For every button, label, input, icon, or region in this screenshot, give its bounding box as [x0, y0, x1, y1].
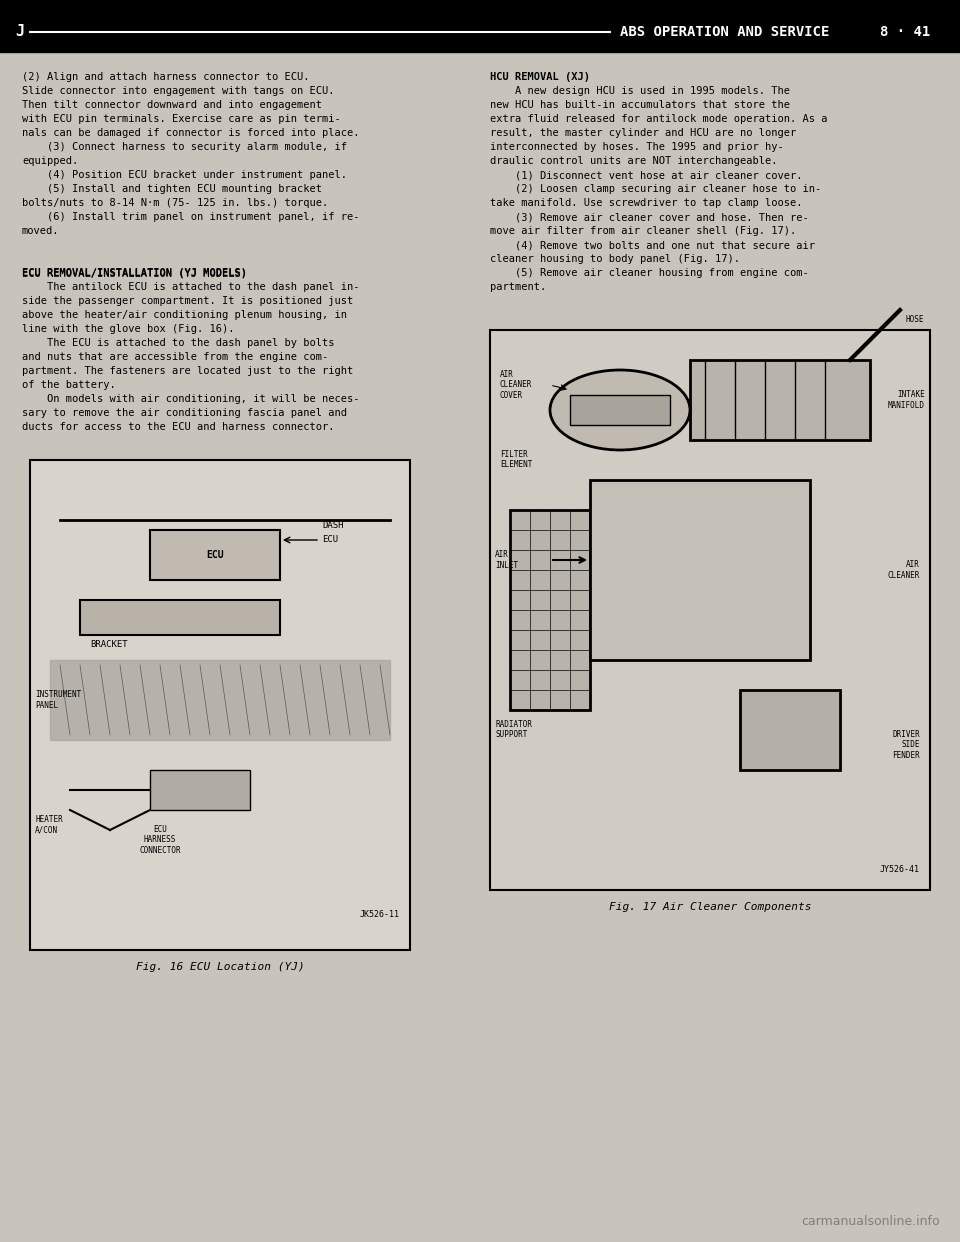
- Text: (5) Install and tighten ECU mounting bracket: (5) Install and tighten ECU mounting bra…: [22, 184, 322, 194]
- Text: FILTER
ELEMENT: FILTER ELEMENT: [500, 450, 533, 469]
- Text: AIR
INLET: AIR INLET: [495, 550, 518, 570]
- Text: AIR
CLEANER
COVER: AIR CLEANER COVER: [500, 370, 533, 400]
- Text: Slide connector into engagement with tangs on ECU.: Slide connector into engagement with tan…: [22, 86, 334, 96]
- Text: DASH: DASH: [322, 520, 344, 529]
- Text: side the passenger compartment. It is positioned just: side the passenger compartment. It is po…: [22, 296, 353, 306]
- Text: nals can be damaged if connector is forced into place.: nals can be damaged if connector is forc…: [22, 128, 359, 138]
- Text: JY526-41: JY526-41: [880, 864, 920, 874]
- Text: HCU REMOVAL (XJ): HCU REMOVAL (XJ): [490, 72, 590, 82]
- Text: ECU: ECU: [322, 535, 338, 544]
- Text: above the heater/air conditioning plenum housing, in: above the heater/air conditioning plenum…: [22, 310, 347, 320]
- Text: (1) Disconnect vent hose at air cleaner cover.: (1) Disconnect vent hose at air cleaner …: [490, 170, 803, 180]
- Text: line with the glove box (Fig. 16).: line with the glove box (Fig. 16).: [22, 324, 234, 334]
- Text: with ECU pin terminals. Exercise care as pin termi-: with ECU pin terminals. Exercise care as…: [22, 114, 341, 124]
- Text: RADIATOR
SUPPORT: RADIATOR SUPPORT: [495, 720, 532, 739]
- Bar: [740, 691, 840, 770]
- Text: (4) Position ECU bracket under instrument panel.: (4) Position ECU bracket under instrumen…: [22, 170, 347, 180]
- Text: Then tilt connector downward and into engagement: Then tilt connector downward and into en…: [22, 101, 322, 111]
- Bar: [570, 395, 670, 425]
- Text: The ECU is attached to the dash panel by bolts: The ECU is attached to the dash panel by…: [22, 338, 334, 348]
- Bar: [0, 0, 960, 52]
- Bar: [690, 360, 870, 440]
- Text: ECU
HARNESS
CONNECTOR: ECU HARNESS CONNECTOR: [139, 825, 180, 854]
- Text: carmanualsonline.info: carmanualsonline.info: [802, 1215, 940, 1228]
- Text: move air filter from air cleaner shell (Fig. 17).: move air filter from air cleaner shell (…: [490, 226, 796, 236]
- Text: sary to remove the air conditioning fascia panel and: sary to remove the air conditioning fasc…: [22, 409, 347, 419]
- Text: extra fluid released for antilock mode operation. As a: extra fluid released for antilock mode o…: [490, 114, 828, 124]
- Text: (4) Remove two bolts and one nut that secure air: (4) Remove two bolts and one nut that se…: [490, 240, 815, 250]
- Text: ECU REMOVAL/INSTALLATION (YJ MODELS): ECU REMOVAL/INSTALLATION (YJ MODELS): [22, 268, 247, 278]
- Text: ducts for access to the ECU and harness connector.: ducts for access to the ECU and harness …: [22, 422, 334, 432]
- Text: JK526-11: JK526-11: [360, 910, 400, 919]
- Text: new HCU has built-in accumulators that store the: new HCU has built-in accumulators that s…: [490, 101, 790, 111]
- Text: J: J: [15, 25, 24, 40]
- Text: partment.: partment.: [490, 282, 546, 292]
- Ellipse shape: [550, 370, 690, 450]
- Bar: [510, 510, 590, 710]
- Text: On models with air conditioning, it will be neces-: On models with air conditioning, it will…: [22, 394, 359, 404]
- Text: BRACKET: BRACKET: [90, 640, 128, 650]
- Text: result, the master cylinder and HCU are no longer: result, the master cylinder and HCU are …: [490, 128, 796, 138]
- Text: DRIVER
SIDE
FENDER: DRIVER SIDE FENDER: [892, 730, 920, 760]
- Text: of the battery.: of the battery.: [22, 380, 116, 390]
- Text: bolts/nuts to 8-14 N·m (75- 125 in. lbs.) torque.: bolts/nuts to 8-14 N·m (75- 125 in. lbs.…: [22, 197, 328, 207]
- Text: INTAKE
MANIFOLD: INTAKE MANIFOLD: [888, 390, 925, 410]
- Text: HOSE: HOSE: [905, 315, 924, 324]
- Text: AIR
CLEANER: AIR CLEANER: [888, 560, 920, 580]
- Bar: [80, 600, 280, 635]
- Text: (6) Install trim panel on instrument panel, if re-: (6) Install trim panel on instrument pan…: [22, 212, 359, 222]
- Text: HEATER
A/CON: HEATER A/CON: [35, 815, 62, 835]
- Text: (3) Connect harness to security alarm module, if: (3) Connect harness to security alarm mo…: [22, 142, 347, 152]
- Bar: [590, 479, 810, 660]
- Text: (3) Remove air cleaner cover and hose. Then re-: (3) Remove air cleaner cover and hose. T…: [490, 212, 808, 222]
- Text: interconnected by hoses. The 1995 and prior hy-: interconnected by hoses. The 1995 and pr…: [490, 142, 783, 152]
- Text: (2) Align and attach harness connector to ECU.: (2) Align and attach harness connector t…: [22, 72, 309, 82]
- Text: and nuts that are accessible from the engine com-: and nuts that are accessible from the en…: [22, 351, 328, 361]
- Text: Fig. 16 ECU Location (YJ): Fig. 16 ECU Location (YJ): [135, 963, 304, 972]
- Text: moved.: moved.: [22, 226, 60, 236]
- Text: INSTRUMENT
PANEL: INSTRUMENT PANEL: [35, 691, 82, 709]
- Text: Fig. 17 Air Cleaner Components: Fig. 17 Air Cleaner Components: [609, 902, 811, 912]
- Text: ECU REMOVAL/INSTALLATION (YJ MODELS): ECU REMOVAL/INSTALLATION (YJ MODELS): [22, 268, 247, 278]
- Text: 8 · 41: 8 · 41: [880, 25, 930, 39]
- Text: (2) Loosen clamp securing air cleaner hose to in-: (2) Loosen clamp securing air cleaner ho…: [490, 184, 821, 194]
- Text: partment. The fasteners are located just to the right: partment. The fasteners are located just…: [22, 366, 353, 376]
- Text: The antilock ECU is attached to the dash panel in-: The antilock ECU is attached to the dash…: [22, 282, 359, 292]
- Text: draulic control units are NOT interchangeable.: draulic control units are NOT interchang…: [490, 156, 778, 166]
- Bar: [490, 330, 930, 891]
- Text: equipped.: equipped.: [22, 156, 79, 166]
- Bar: [30, 460, 410, 950]
- Text: ECU: ECU: [206, 550, 224, 560]
- Text: cleaner housing to body panel (Fig. 17).: cleaner housing to body panel (Fig. 17).: [490, 255, 740, 265]
- Bar: [150, 770, 250, 810]
- Text: ABS OPERATION AND SERVICE: ABS OPERATION AND SERVICE: [620, 25, 829, 39]
- Bar: [150, 530, 280, 580]
- Text: A new design HCU is used in 1995 models. The: A new design HCU is used in 1995 models.…: [490, 86, 790, 96]
- Text: take manifold. Use screwdriver to tap clamp loose.: take manifold. Use screwdriver to tap cl…: [490, 197, 803, 207]
- Text: (5) Remove air cleaner housing from engine com-: (5) Remove air cleaner housing from engi…: [490, 268, 808, 278]
